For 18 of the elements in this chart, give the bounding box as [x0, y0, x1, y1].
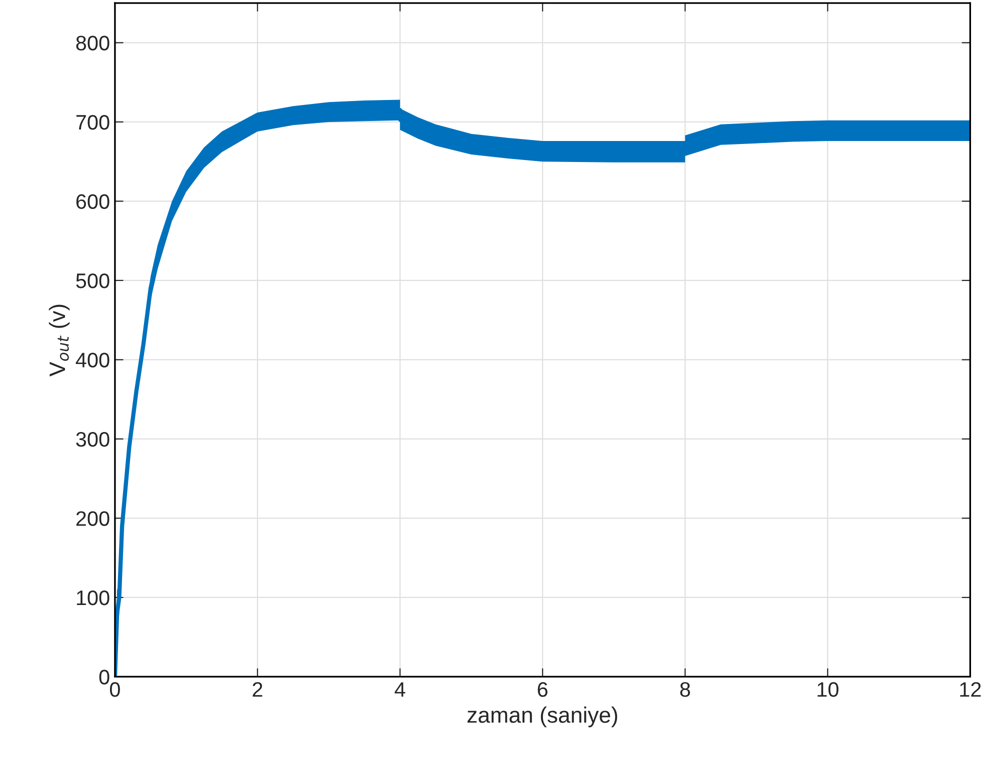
x-tick-label: 4 [394, 682, 406, 697]
y-tick-label: 800 [76, 36, 110, 50]
y-tick-label: 300 [76, 432, 110, 447]
x-tick-label: 10 [818, 682, 838, 697]
x-tick-label: 2 [252, 682, 262, 697]
x-tick-label: 8 [680, 682, 690, 697]
x-tick-label: 0 [110, 682, 120, 697]
x-axis-title: zaman (saniye) [468, 706, 618, 728]
y-tick-label: 400 [76, 352, 110, 368]
y-tick-label: 500 [76, 273, 110, 288]
y-tick-label: 100 [76, 590, 110, 606]
y-tick-label: 0 [99, 670, 110, 684]
x-tick-label: 12 [960, 682, 981, 697]
y-tick-label: 600 [76, 194, 110, 209]
y-axis-title: V$_{out}$ (v) [48, 304, 70, 376]
x-tick-label: 6 [538, 682, 548, 697]
y-tick-label: 700 [76, 114, 110, 130]
y-tick-label: 200 [76, 511, 110, 526]
